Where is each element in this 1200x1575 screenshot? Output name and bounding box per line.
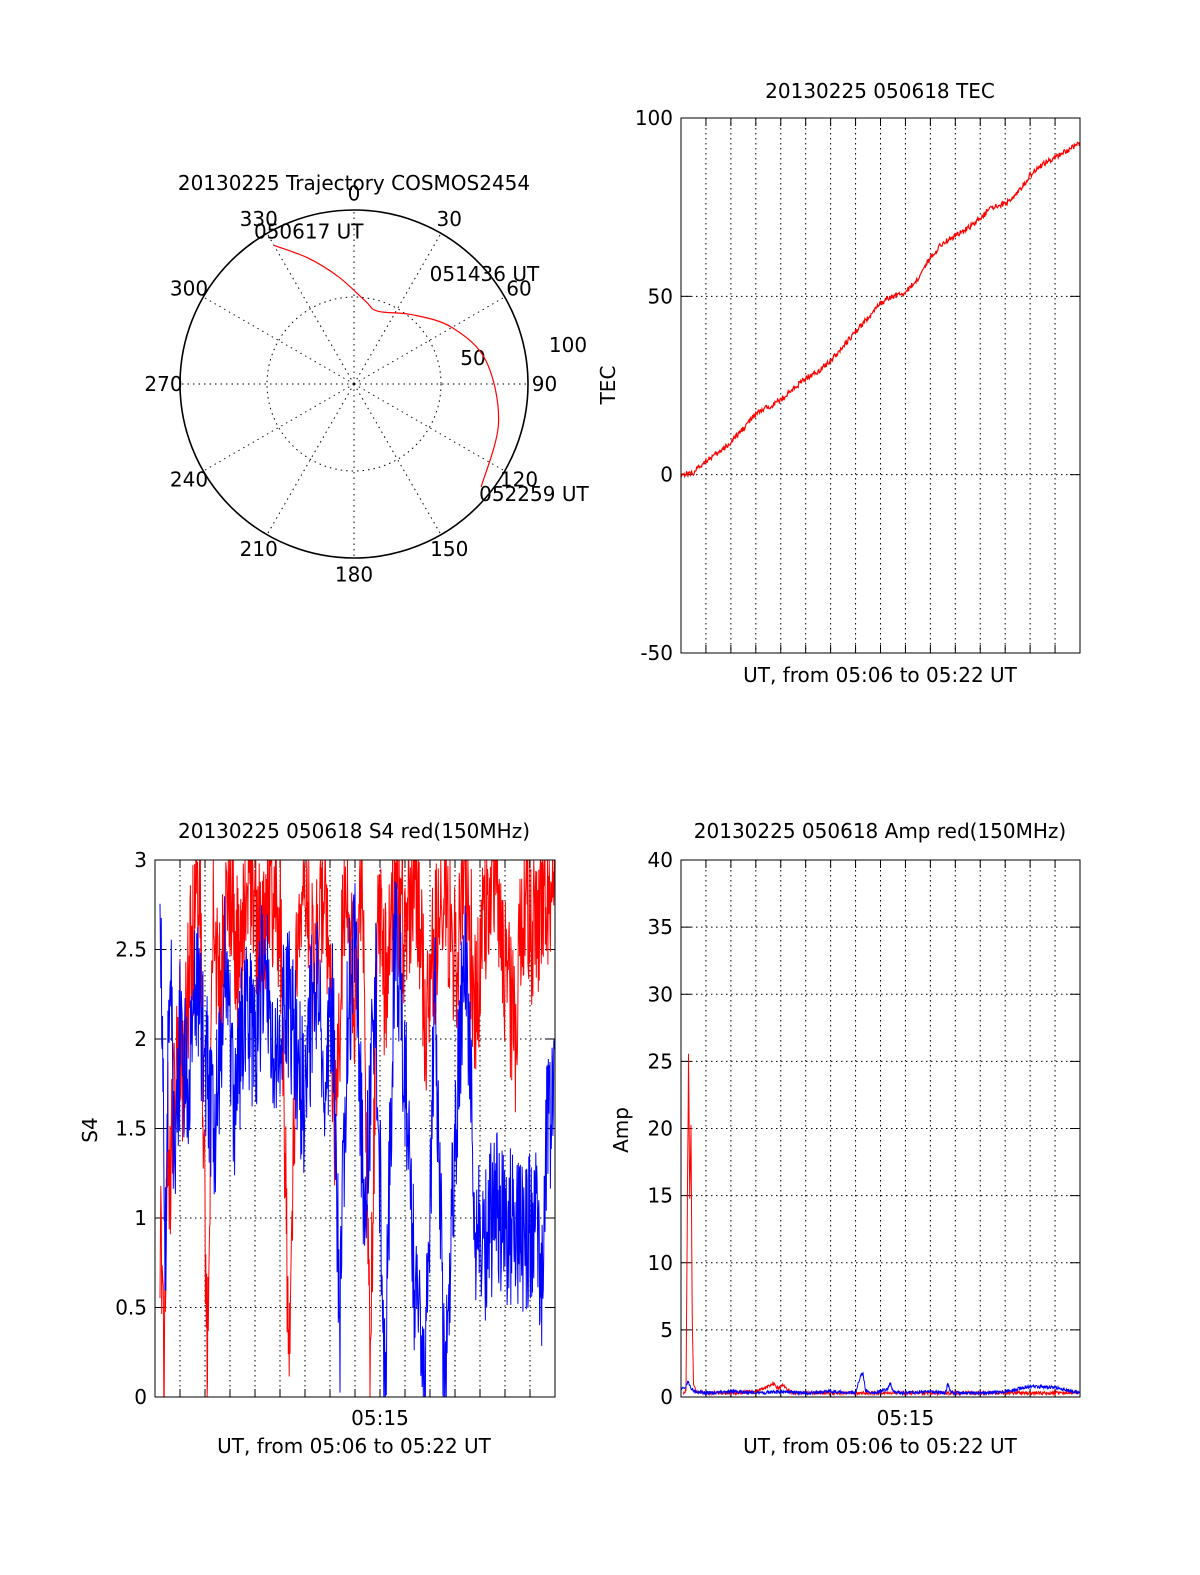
polar-angle-label: 300 — [170, 277, 208, 301]
y-tick-label: 0 — [660, 1385, 673, 1409]
polar-radius-label: 50 — [460, 346, 485, 370]
trajectory-polar-chart: 20130225 Trajectory COSMOS2454 0 30 60 90 12… — [144, 171, 589, 587]
y-tick-label: -50 — [640, 641, 673, 665]
tec-title: 20130225 050618 TEC — [765, 79, 995, 103]
amp-chart: 20130225 050618 Amp red(150MHz) 0 5 10 15 20… — [609, 819, 1081, 1458]
trajectory-line — [273, 244, 500, 488]
y-tick-label: 0 — [660, 463, 673, 487]
y-tick-label: 10 — [648, 1251, 673, 1275]
polar-tick-labels: 0 30 60 90 120 150 180 210 240 270 300 330 50 100 — [144, 181, 587, 586]
polar-angle-label: 90 — [532, 372, 557, 396]
polar-angle-label: 120 — [500, 467, 538, 491]
amp-tick-labels: 0 5 10 15 20 25 30 35 40 05:15 — [648, 848, 935, 1430]
polar-angle-label: 30 — [437, 207, 462, 231]
polar-spoke — [353, 233, 442, 385]
polar-angle-label: 330 — [240, 207, 278, 231]
polar-radius-label: 100 — [549, 333, 587, 357]
y-tick-label: 0.5 — [115, 1296, 147, 1320]
tec-grid — [681, 117, 1080, 654]
tec-tick-labels: -50 0 50 100 — [635, 106, 673, 665]
y-tick-label: 1.5 — [115, 1117, 147, 1141]
polar-spoke — [353, 383, 505, 472]
trajectory-track — [273, 244, 500, 488]
s4-x-axis-label: UT, from 05:06 to 05:22 UT — [217, 1434, 492, 1458]
y-tick-label: 2.5 — [115, 938, 147, 962]
amp-grid — [681, 859, 1080, 1398]
trajectory-time-label: 051436 UT — [430, 262, 540, 286]
tec-series — [680, 141, 1081, 479]
y-tick-label: 0 — [134, 1385, 147, 1409]
s4-plot-frame — [154, 859, 556, 1398]
s4-title: 20130225 050618 S4 red(150MHz) — [178, 819, 530, 843]
y-tick-label: 30 — [648, 982, 673, 1006]
tec-x-axis-label: UT, from 05:06 to 05:22 UT — [743, 663, 1018, 687]
y-tick-label: 3 — [134, 848, 147, 872]
s4-chart: 20130225 050618 S4 red(150MHz) 0 0.5 1 1.5 2… — [78, 819, 556, 1458]
x-tick-label: 05:15 — [351, 1406, 409, 1430]
polar-grid — [179, 209, 529, 559]
polar-inner-circle — [266, 296, 442, 472]
tec-plot-frame — [680, 117, 1081, 654]
trajectory-time-label: 052259 UT — [479, 482, 589, 506]
trajectory-annotations: 050617 UT 051436 UT 052259 UT — [254, 219, 589, 506]
y-tick-label: 15 — [648, 1184, 673, 1208]
y-tick-label: 35 — [648, 915, 673, 939]
series-line-blue — [680, 1371, 1081, 1397]
y-tick-label: 50 — [648, 284, 673, 308]
polar-spoke — [203, 383, 355, 472]
y-tick-label: 25 — [648, 1049, 673, 1073]
tec-y-axis-label: TEC — [596, 366, 620, 406]
polar-spoke — [353, 296, 505, 385]
y-tick-label: 20 — [648, 1117, 673, 1141]
y-tick-label: 2 — [134, 1027, 147, 1051]
amp-y-axis-label: Amp — [609, 1107, 633, 1153]
s4-y-axis-label: S4 — [78, 1117, 102, 1142]
polar-angle-label: 60 — [506, 277, 531, 301]
y-tick-label: 5 — [660, 1318, 673, 1342]
polar-spoke — [266, 383, 355, 535]
amp-title: 20130225 050618 Amp red(150MHz) — [694, 819, 1066, 843]
x-tick-label: 05:15 — [877, 1406, 935, 1430]
polar-outer-circle — [179, 209, 529, 559]
polar-angle-label: 150 — [430, 537, 468, 561]
polar-angle-label: 210 — [240, 537, 278, 561]
series-line-red — [683, 1053, 1081, 1397]
tec-chart: 20130225 050618 TEC -50 0 50 100 UT, from 0… — [596, 79, 1081, 687]
series-line-red — [680, 141, 1081, 479]
y-tick-label: 100 — [635, 106, 673, 130]
polar-angle-label: 0 — [348, 181, 361, 205]
polar-angle-label: 180 — [335, 563, 373, 587]
polar-spoke — [353, 383, 442, 535]
trajectory-time-label: 050617 UT — [254, 219, 364, 243]
polar-spoke — [203, 296, 355, 385]
series-line-blue — [159, 881, 556, 1398]
amp-series — [680, 1053, 1081, 1397]
polar-angle-label: 240 — [170, 467, 208, 491]
amp-x-axis-label: UT, from 05:06 to 05:22 UT — [743, 1434, 1018, 1458]
y-tick-label: 40 — [648, 848, 673, 872]
polar-angle-label: 270 — [144, 372, 182, 396]
trajectory-title: 20130225 Trajectory COSMOS2454 — [178, 171, 530, 195]
y-tick-label: 1 — [134, 1206, 147, 1230]
s4-tick-labels: 0 0.5 1 1.5 2 2.5 3 05:15 — [115, 848, 409, 1430]
amp-plot-frame — [680, 859, 1081, 1398]
s4-series — [159, 859, 556, 1398]
polar-spoke — [266, 233, 355, 385]
